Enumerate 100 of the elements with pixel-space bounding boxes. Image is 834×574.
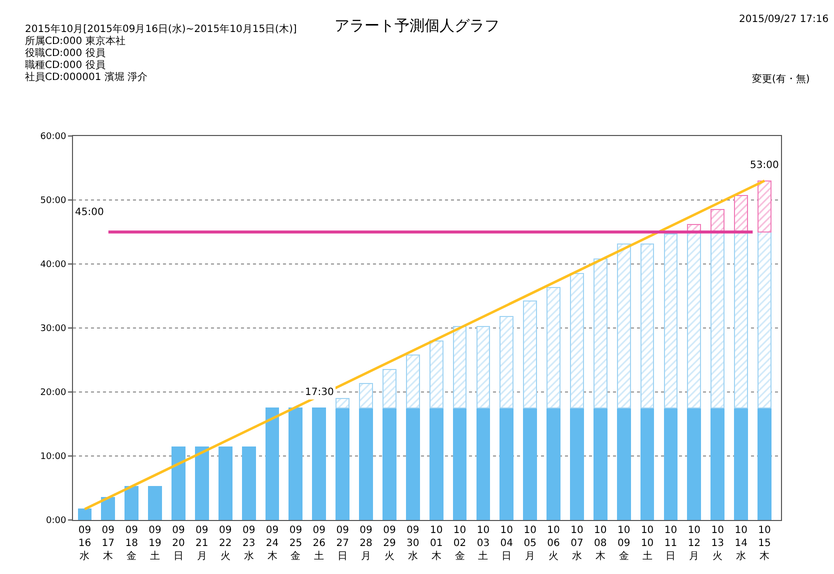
bar [429, 340, 444, 408]
text: 役職CD:000 役員 [25, 47, 106, 59]
x-tick-label: 10 09 金 [617, 525, 630, 562]
ref-line-label: 45:00 [75, 207, 104, 218]
bar [710, 232, 725, 408]
bar [734, 232, 748, 408]
bar [570, 273, 584, 408]
bar [523, 408, 538, 520]
bar [616, 408, 631, 520]
y-tick-label: 0:00 [46, 516, 66, 526]
bar [546, 287, 560, 408]
x-tick-label: 09 18 金 [125, 525, 138, 562]
y-tick-label: 60:00 [40, 132, 66, 142]
bar [593, 408, 608, 520]
bar [359, 383, 373, 408]
bar [124, 486, 139, 520]
bar [382, 369, 396, 408]
bar [523, 300, 538, 408]
bar [500, 316, 514, 408]
bar [476, 408, 490, 520]
x-tick-label: 10 11 日 [664, 525, 678, 562]
x-tick-label: 10 15 木 [758, 525, 771, 562]
bar [476, 326, 490, 408]
bar [242, 446, 256, 520]
bar [382, 408, 396, 520]
y-tick-label: 30:00 [40, 324, 66, 334]
y-tick-label: 10:00 [40, 452, 66, 462]
bar [546, 408, 560, 520]
bar [664, 233, 678, 408]
bar [172, 446, 186, 520]
bar [687, 408, 702, 520]
x-tick-label: 09 25 金 [289, 525, 302, 562]
x-tick-label: 10 01 木 [430, 525, 443, 562]
bar [148, 486, 162, 520]
y-tick-label: 20:00 [40, 388, 66, 398]
x-tick-label: 10 05 月 [524, 525, 536, 562]
bar [312, 408, 326, 520]
bar [336, 408, 350, 520]
x-tick-label: 09 26 土 [312, 525, 326, 562]
x-tick-label: 10 06 火 [547, 525, 560, 562]
bar [616, 244, 631, 408]
bar [78, 508, 92, 520]
bar [101, 497, 116, 520]
bar [664, 408, 678, 520]
x-tick-label: 09 21 月 [196, 525, 208, 562]
bar [734, 408, 748, 520]
bar [640, 244, 654, 408]
bar [640, 408, 654, 520]
bar [194, 446, 209, 520]
bar [570, 408, 584, 520]
x-tick-label: 10 08 木 [594, 525, 607, 562]
x-tick-label: 10 02 金 [453, 525, 466, 562]
x-tick-label: 10 07 水 [570, 525, 584, 562]
bar [687, 232, 702, 408]
text: 変更(有・無) [752, 73, 810, 85]
text: 2015/09/27 17:16 [739, 14, 829, 25]
bar [288, 408, 303, 520]
text: 2015年10月[2015年09月16日(水)~2015年10月15日(木)] [25, 23, 297, 35]
bar [710, 408, 725, 520]
bar [758, 408, 772, 520]
bar [734, 195, 748, 232]
x-tick-label: 10 12 月 [688, 525, 701, 562]
x-tick-label: 10 04 日 [500, 525, 514, 562]
bar [710, 209, 725, 232]
bar [359, 408, 373, 520]
x-tick-label: 09 30 水 [406, 525, 420, 562]
annotation: 17:30 [305, 387, 334, 398]
text: 所属CD:000 東京本社 [25, 35, 126, 47]
bar [429, 408, 444, 520]
annotation: 53:00 [750, 160, 779, 171]
x-tick-label: 09 28 月 [360, 525, 372, 562]
x-tick-label: 09 16 水 [78, 525, 92, 562]
x-tick-label: 10 10 土 [640, 525, 654, 562]
chart-title: アラート予測個人グラフ [334, 16, 500, 35]
x-tick-label: 09 24 木 [266, 525, 279, 562]
x-tick-label: 10 14 水 [734, 525, 748, 562]
x-tick-label: 10 03 土 [476, 525, 490, 562]
y-tick-label: 50:00 [40, 196, 66, 206]
bar [452, 326, 467, 408]
x-tick-label: 09 19 土 [148, 525, 162, 562]
x-tick-label: 09 17 木 [102, 525, 115, 562]
bar [406, 354, 420, 408]
x-tick-label: 09 27 日 [336, 525, 349, 562]
x-tick-label: 09 20 日 [172, 525, 185, 562]
bar [336, 398, 350, 408]
x-tick-label: 09 23 水 [242, 525, 256, 562]
x-tick-label: 10 13 火 [711, 525, 724, 562]
bar [758, 232, 772, 408]
bar [758, 180, 772, 232]
bar [593, 258, 608, 408]
x-tick-label: 09 22 火 [218, 525, 232, 562]
bar [406, 408, 420, 520]
y-tick-label: 40:00 [40, 260, 66, 270]
bar [452, 408, 467, 520]
text: 社員CD:000001 濱堀 淨介 [25, 71, 148, 83]
x-tick-label: 09 29 火 [383, 525, 396, 562]
bar [265, 408, 280, 520]
bar [218, 446, 232, 520]
bar [500, 408, 514, 520]
text: 職種CD:000 役員 [25, 59, 106, 71]
